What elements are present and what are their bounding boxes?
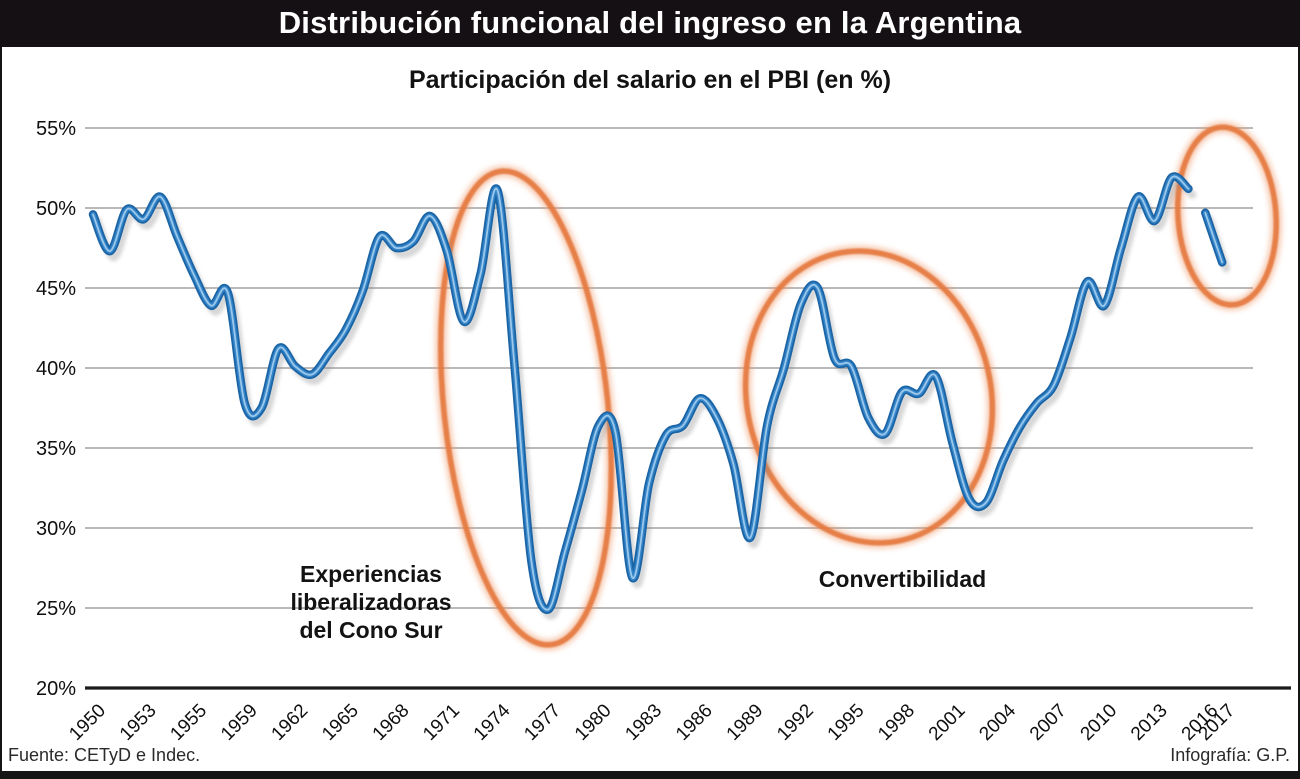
x-axis-tick: 2007 <box>1026 700 1071 745</box>
x-axis-label: 1974 <box>470 700 515 745</box>
x-axis-tick: 2013 <box>1127 700 1172 745</box>
x-axis-tick: 1950 <box>65 700 110 745</box>
x-axis-label: 2004 <box>975 700 1020 745</box>
series-line-highlight <box>92 175 1190 611</box>
x-axis-label: 1968 <box>369 700 414 745</box>
highlight-ellipse <box>437 168 615 648</box>
x-axis-label: 1953 <box>116 700 161 745</box>
x-axis-tick: 1974 <box>470 700 515 745</box>
x-axis-label: 1995 <box>824 700 869 745</box>
x-axis-label: 2001 <box>925 700 970 745</box>
x-axis-tick: 1977 <box>520 700 565 745</box>
highlight-ellipses <box>435 121 1282 651</box>
x-axis-label: 1971 <box>419 700 464 745</box>
x-axis-tick: 1992 <box>773 700 818 745</box>
x-axis-tick: 2010 <box>1077 700 1122 745</box>
x-axis-label: 1950 <box>65 700 110 745</box>
x-axis-tick: 1989 <box>723 700 768 745</box>
x-axis-tick: 1959 <box>217 700 262 745</box>
chart-subtitle: Participación del salario en el PBI (en … <box>408 66 892 94</box>
x-axis-label: 1962 <box>268 700 313 745</box>
x-axis-label: 1959 <box>217 700 262 745</box>
x-axis-tick: 1955 <box>166 700 211 745</box>
footer: Fuente: CETyD e Indec. Infografía: G.P. <box>0 745 1300 769</box>
y-axis-label: 55% <box>36 118 76 140</box>
x-axis-label: 1998 <box>874 700 919 745</box>
y-axis-label: 25% <box>36 598 76 620</box>
x-axis-label: 1992 <box>773 700 818 745</box>
x-axis-label: 1955 <box>166 700 211 745</box>
x-axis-tick: 1983 <box>621 700 666 745</box>
x-axis-label: 1986 <box>672 700 717 745</box>
x-axis-tick: 1968 <box>369 700 414 745</box>
x-axis-tick: 1986 <box>672 700 717 745</box>
annotation-convertibilidad: Convertibilidad <box>818 566 987 592</box>
y-axis-label: 40% <box>36 358 76 380</box>
x-axis-tick: 1965 <box>318 700 363 745</box>
page-title: Distribución funcional del ingreso en la… <box>278 5 1022 40</box>
x-axis-label: 1983 <box>621 700 666 745</box>
x-axis-tick: 2004 <box>975 700 1020 745</box>
highlight-ellipse <box>1174 124 1280 308</box>
x-axis-tick: 1953 <box>116 700 161 745</box>
x-axis-tick: 1995 <box>824 700 869 745</box>
source-credit: Fuente: CETyD e Indec. <box>8 745 201 765</box>
x-axis-label: 2013 <box>1127 700 1172 745</box>
x-axis-label: 2010 <box>1077 700 1122 745</box>
x-axis-label: 1965 <box>318 700 363 745</box>
x-axis-label: 1989 <box>723 700 768 745</box>
x-axis-tick: 1971 <box>419 700 464 745</box>
x-axis-tick: 1998 <box>874 700 919 745</box>
x-axis-label: 1980 <box>571 700 616 745</box>
annotation-cono-sur: Experiencias liberalizadoras del Cono Su… <box>290 561 452 643</box>
y-axis-label: 45% <box>36 278 76 300</box>
y-axis-label: 35% <box>36 438 76 460</box>
axis-labels: 20% 25% 30% 35% 40% 45% 50% 55% 1950 1953 1955 1959… <box>36 118 1239 745</box>
series-line-highlight <box>1204 211 1224 264</box>
y-axis-label: 30% <box>36 518 76 540</box>
wage-share-line <box>88 172 1231 620</box>
x-axis-tick: 1980 <box>571 700 616 745</box>
x-axis-tick: 2001 <box>925 700 970 745</box>
x-axis-tick: 1962 <box>268 700 313 745</box>
y-axis-label: 20% <box>36 678 76 700</box>
title-bar: Distribución funcional del ingreso en la… <box>0 0 1300 47</box>
infographic-credit: Infografía: G.P. <box>1170 745 1290 765</box>
y-axis-label: 50% <box>36 198 76 220</box>
x-axis-label: 2007 <box>1026 700 1071 745</box>
x-axis-label: 1977 <box>520 700 565 745</box>
highlight-ellipse <box>742 248 996 546</box>
